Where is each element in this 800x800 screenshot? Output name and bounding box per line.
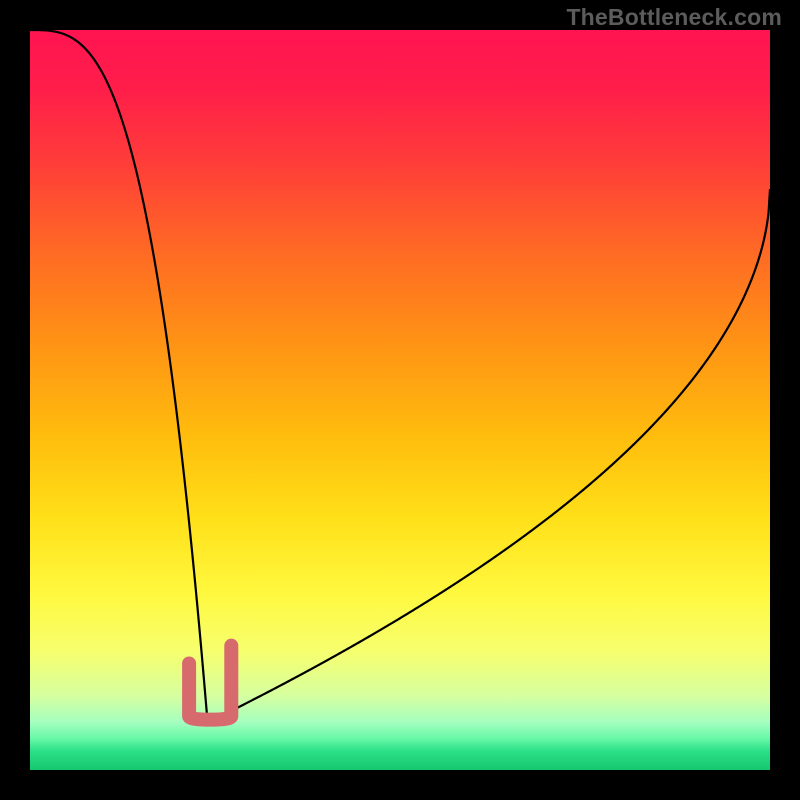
plot-background — [30, 30, 770, 770]
watermark-label: TheBottleneck.com — [566, 4, 782, 31]
bottleneck-chart-svg — [0, 0, 800, 800]
chart-canvas: TheBottleneck.com — [0, 0, 800, 800]
